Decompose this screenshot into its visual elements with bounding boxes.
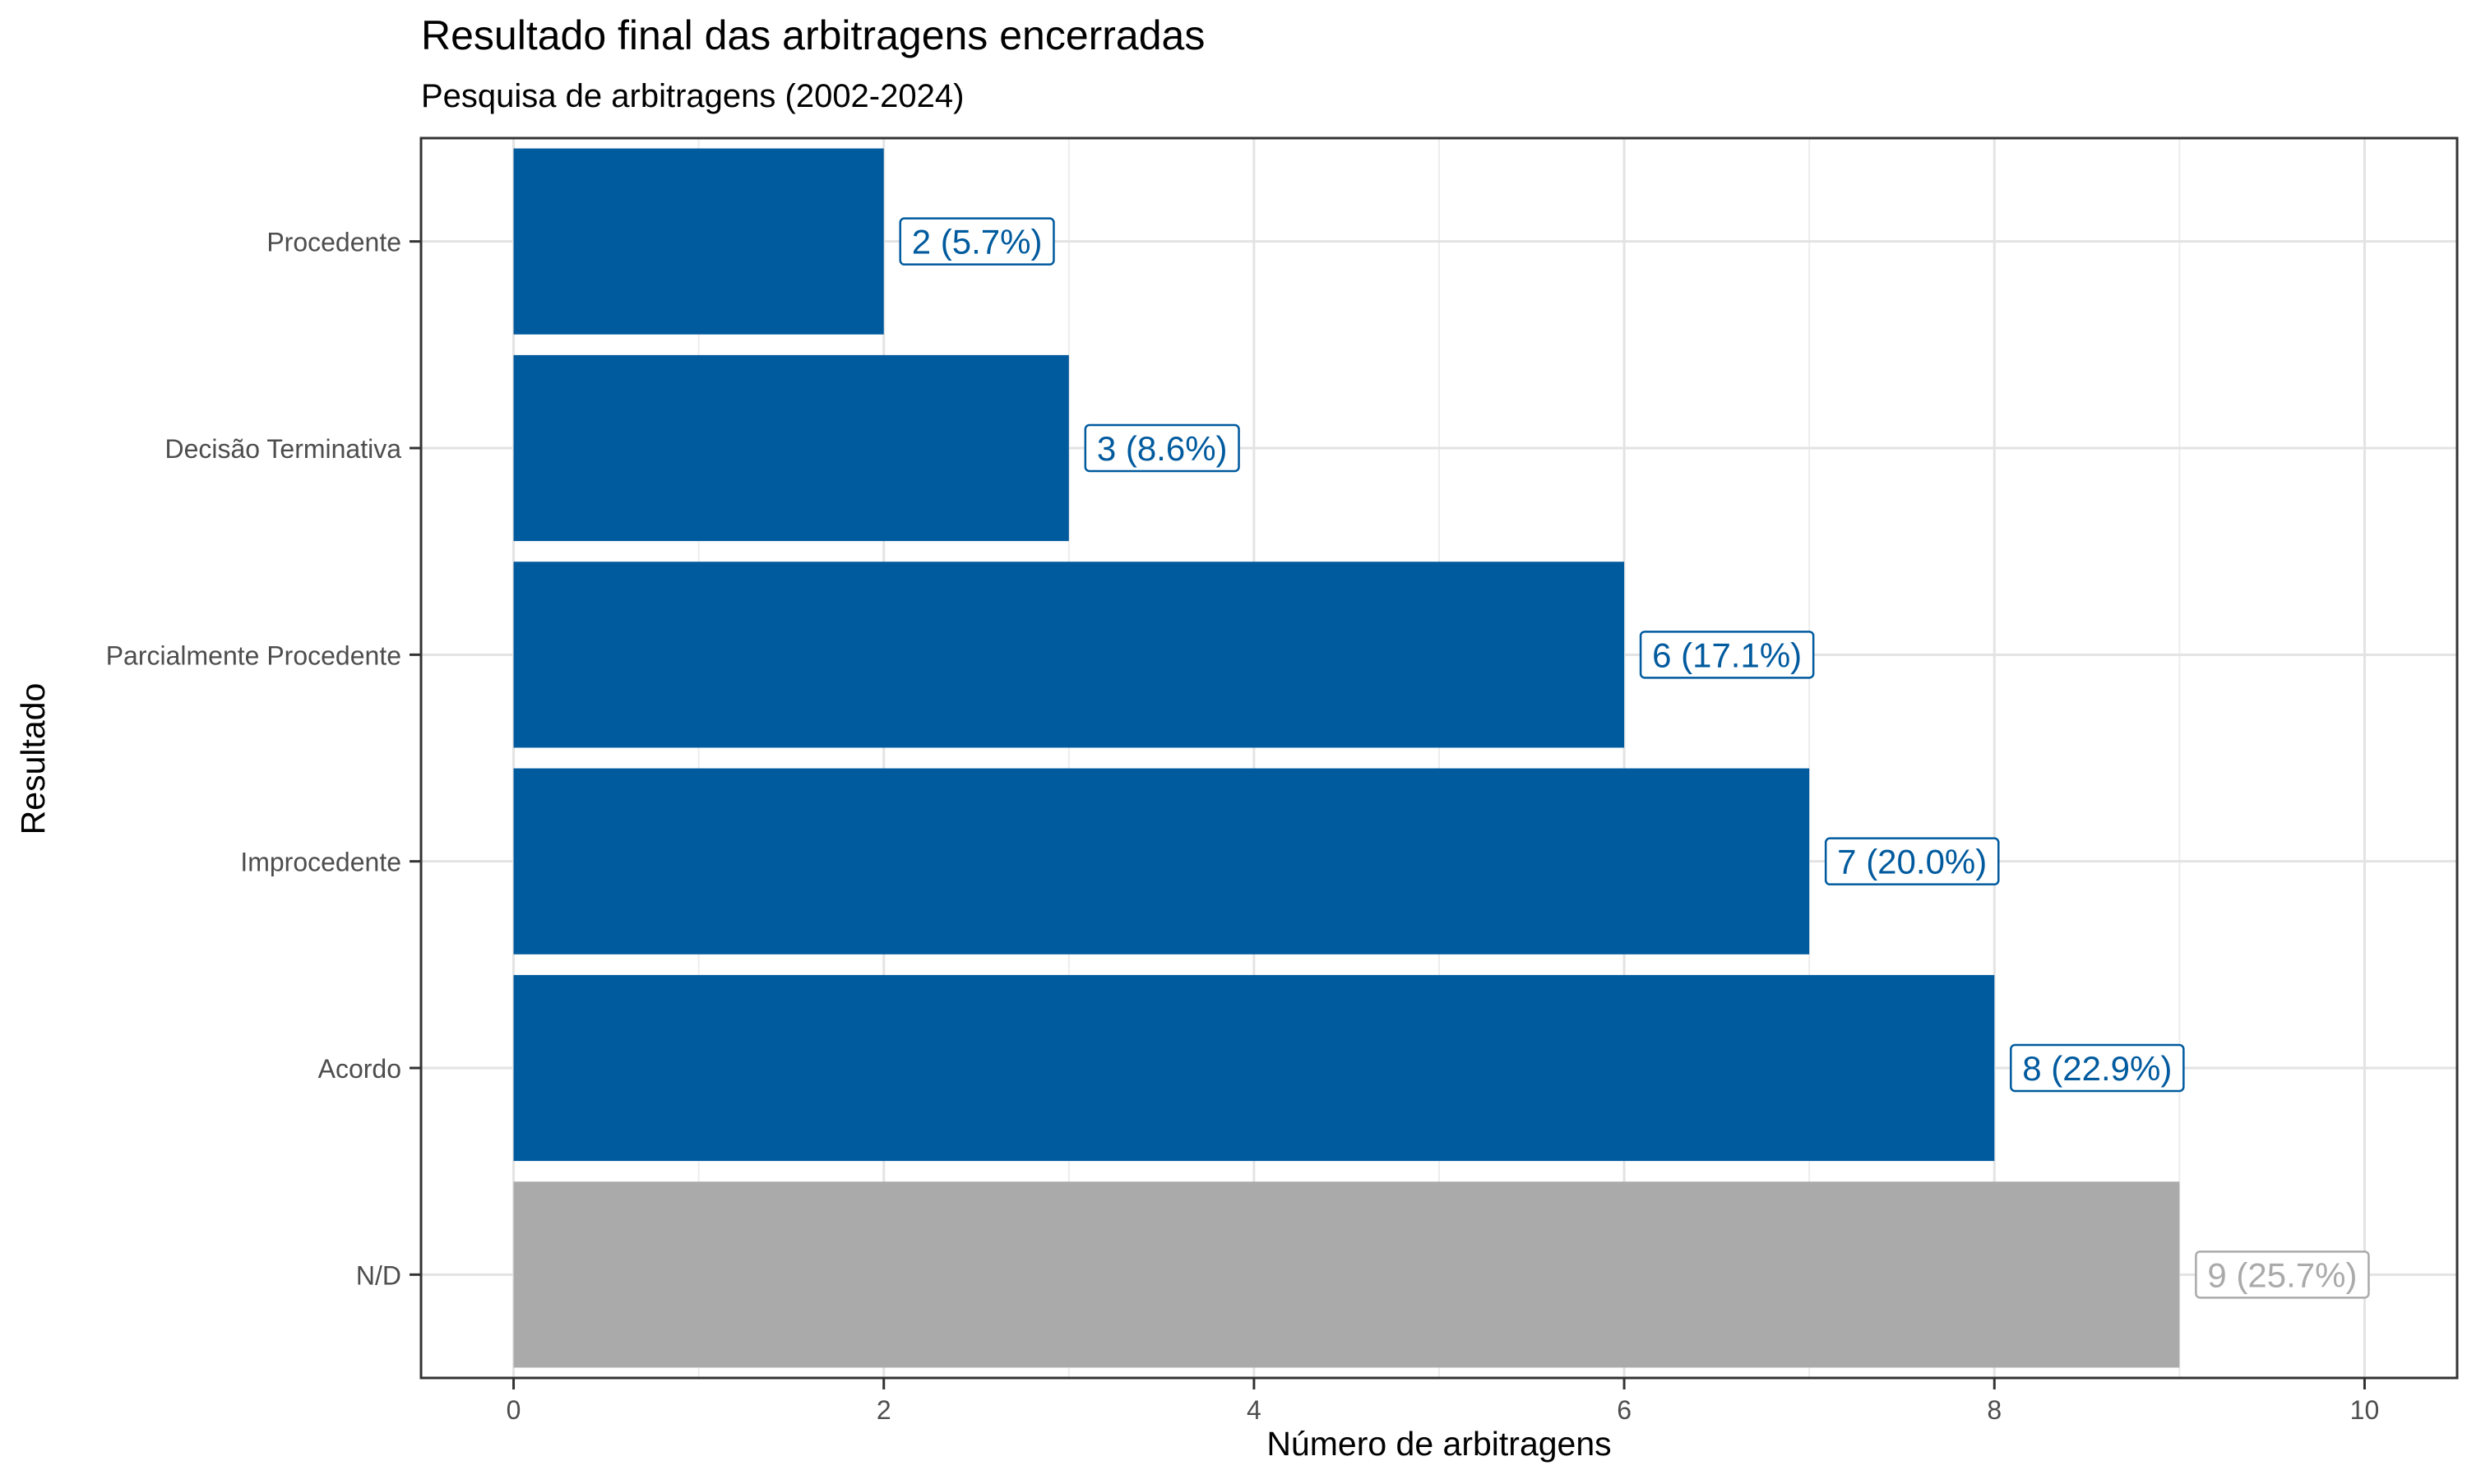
x-tick-label: 2: [877, 1395, 891, 1425]
y-tick-label: Decisão Terminativa: [164, 434, 401, 464]
data-labels: 2 (5.7%) 3 (8.6%) 6 (17.1%) 7 (20.0%) 8 (22.…: [899, 217, 2370, 1299]
data-label-box: [2195, 1251, 2370, 1299]
bar: [513, 1181, 2180, 1368]
plot-border: [419, 136, 2459, 1380]
chart-subtitle: Pesquisa de arbitragens (2002-2024): [421, 78, 964, 114]
data-label-text: 2 (5.7%): [912, 223, 1043, 261]
data-label: 8 (22.9%): [2010, 1043, 2185, 1093]
data-label: 7 (20.0%): [1824, 837, 2000, 885]
y-tick-label: Acordo: [318, 1054, 401, 1084]
data-label: 2 (5.7%): [899, 217, 1055, 266]
bar: [513, 768, 1810, 955]
axes: Procedente Decisão Terminativa Parcialment…: [106, 136, 2459, 1425]
y-tick-label: Parcialmente Procedente: [106, 640, 401, 670]
y-tick-label: Procedente: [266, 228, 401, 257]
x-axis-title: Número de arbitragens: [1266, 1425, 1611, 1463]
x-tick-label: 0: [507, 1395, 521, 1425]
x-tick-label: 10: [2350, 1395, 2380, 1425]
data-label: 3 (8.6%): [1084, 423, 1240, 473]
data-label-text: 7 (20.0%): [1837, 843, 1987, 881]
bar: [513, 562, 1625, 748]
bars: [513, 148, 2180, 1368]
bar: [513, 354, 1069, 542]
data-label-box: [899, 217, 1055, 266]
data-label-text: 6 (17.1%): [1652, 636, 1802, 674]
data-label-text: 8 (22.9%): [2022, 1049, 2172, 1088]
x-tick-label: 6: [1617, 1395, 1632, 1425]
y-axis-title: Resultado: [14, 683, 52, 835]
y-tick-label: Improcedente: [240, 848, 401, 877]
chart-title: Resultado final das arbitragens encerrad…: [421, 12, 1205, 58]
data-label-box: [2010, 1043, 2185, 1093]
data-label-text: 3 (8.6%): [1097, 429, 1228, 468]
y-tick-label: N/D: [356, 1260, 401, 1290]
data-label: 6 (17.1%): [1639, 631, 1815, 679]
data-label-text: 9 (25.7%): [2207, 1255, 2357, 1294]
data-label-box: [1824, 837, 2000, 885]
data-label-box: [1084, 423, 1240, 473]
x-tick-label: 8: [1987, 1395, 2002, 1425]
x-tick-label: 4: [1247, 1395, 1261, 1425]
bar: [513, 148, 884, 335]
data-label-box: [1639, 631, 1815, 679]
bar: [513, 974, 1995, 1162]
data-label: 9 (25.7%): [2195, 1251, 2370, 1299]
